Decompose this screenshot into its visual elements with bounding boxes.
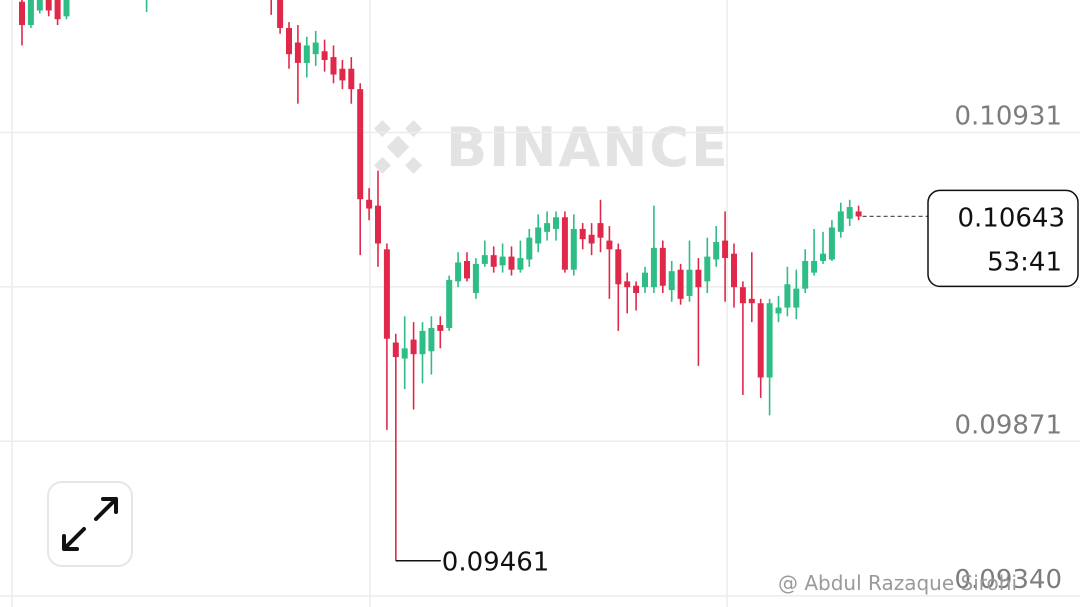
y-tick-label: 0.09871 [954,410,1062,440]
candle-body [428,327,435,352]
candle-body [704,256,711,282]
candle-body [650,247,657,288]
candle-body [36,0,43,11]
candle-body [517,258,524,270]
candle-body [499,256,506,266]
candle-body [677,269,684,299]
candle-body [63,0,70,17]
candle-body [713,242,720,260]
candle-body [472,263,479,294]
candle-body [606,240,613,250]
candle-body [54,0,61,20]
candle-body [766,303,773,378]
candle-body [837,211,844,232]
candle-body [544,223,551,232]
candle-body [811,260,818,273]
candle-body [659,247,666,286]
candle-body [19,1,25,26]
candle-body [294,42,301,63]
candle-body [446,279,453,328]
candle-body [775,307,782,314]
candle-body [624,281,631,288]
candle-body [330,57,337,75]
watermark: BINANCE [373,116,730,179]
candle-body [820,253,826,261]
candle-body [464,260,470,279]
candle-body [855,211,862,217]
credit: @ Abdul Razaque Sirohi [778,571,1017,595]
candle-body [508,256,515,270]
candle-body [410,339,417,355]
candle-body [383,249,390,339]
candle-body [722,240,729,259]
candle-body [312,42,319,55]
candle-body [579,228,586,240]
candle-body [526,237,533,260]
candle-body [375,205,381,244]
candle-body [784,284,791,308]
candle-body [481,255,488,264]
candle-body [570,228,577,270]
watermark-logo [373,120,423,174]
candle-body [588,234,595,244]
candle-body [695,269,702,288]
last-price-box [927,189,1079,288]
candle-body [553,217,559,229]
expand-button[interactable] [47,481,133,567]
candle-body [401,348,408,359]
candle-body [339,68,346,81]
candle-body [419,330,426,355]
candle-body [731,253,737,288]
candle-body [303,45,310,63]
expand-button-frame[interactable] [47,481,133,567]
candle-body [357,89,364,200]
candle-body [45,0,52,11]
candle-body [757,303,764,378]
candle-body [455,262,462,282]
countdown: 53:41 [987,247,1062,277]
watermark-text: BINANCE [446,116,730,179]
candle-body [535,227,542,244]
candle-body [802,260,809,289]
candle-body [615,249,622,285]
candle-body [392,342,399,358]
candle-body [286,27,292,55]
candle-body [27,0,34,26]
candle-body [828,227,835,260]
candle-body [348,68,355,90]
candle-body [686,269,693,296]
candle-body [321,51,328,61]
candle-body [668,271,675,291]
candle-body [633,285,640,294]
candle-body [437,325,444,331]
candle-body [846,207,853,219]
candle-body [561,217,568,270]
candle-body [793,288,800,308]
last-price-label: 0.10643 [957,203,1065,233]
candle-body [366,199,373,209]
candle-body [490,255,497,267]
low-marker-label: 0.09461 [442,548,550,578]
candle-body [642,272,648,288]
candle-body [748,298,755,304]
candle-body [739,287,746,304]
y-tick-label: 0.09340 [954,565,1062,595]
candle-body [597,223,604,238]
candle-body [277,0,284,28]
y-tick-label: 0.10931 [954,102,1062,132]
expand-icon [62,497,118,551]
grid [11,0,728,607]
